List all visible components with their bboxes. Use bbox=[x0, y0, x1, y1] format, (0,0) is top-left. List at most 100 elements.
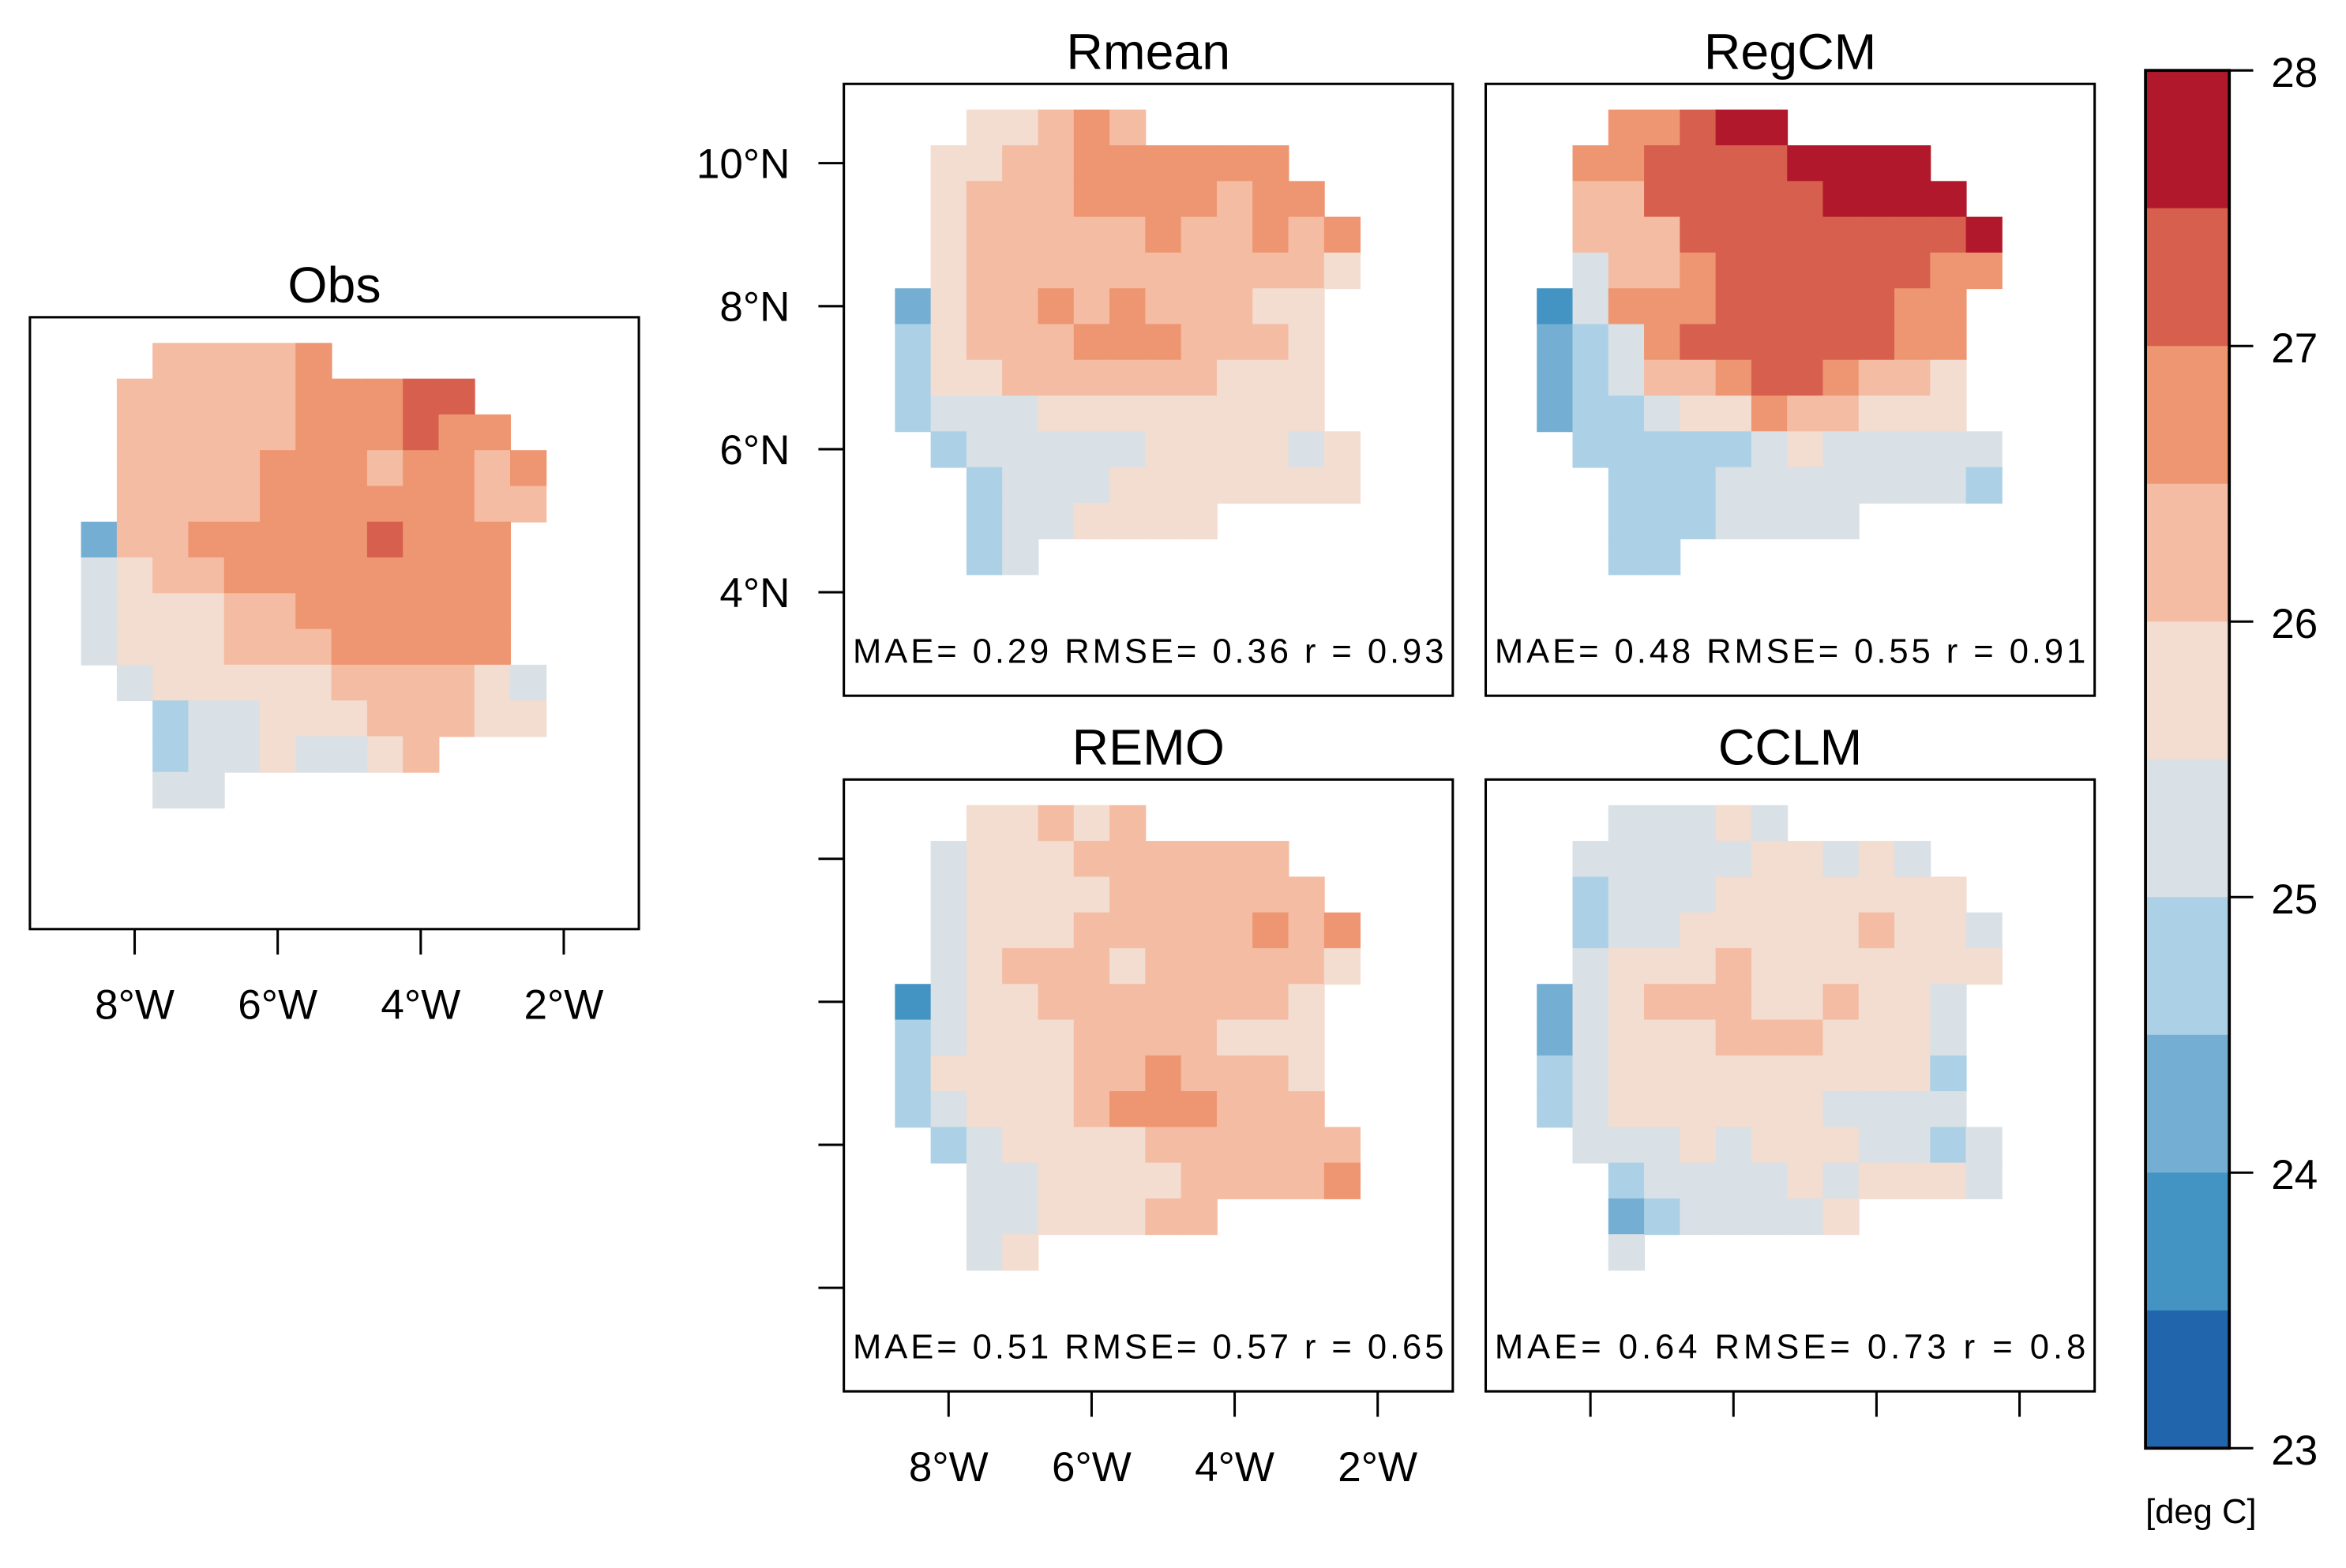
grid-cell bbox=[1073, 109, 1111, 146]
grid-cell bbox=[1288, 1127, 1325, 1164]
grid-cell bbox=[1787, 947, 1824, 985]
grid-cell bbox=[331, 557, 368, 595]
grid-cell bbox=[1288, 467, 1325, 504]
grid-cell bbox=[1608, 912, 1646, 949]
grid-cell bbox=[1751, 216, 1789, 253]
grid-cell bbox=[1930, 1019, 1967, 1056]
grid-cell bbox=[966, 984, 1004, 1021]
panel-title: Obs bbox=[287, 257, 381, 313]
grid-cell bbox=[1894, 396, 1931, 433]
grid-cell bbox=[223, 378, 261, 415]
grid-cell bbox=[1608, 1127, 1646, 1164]
grid-cell bbox=[1073, 216, 1111, 253]
grid-cell bbox=[1787, 912, 1824, 949]
grid-cell bbox=[1822, 912, 1860, 949]
grid-cell bbox=[895, 1055, 932, 1093]
grid-cell bbox=[403, 664, 440, 702]
grid-cell bbox=[1715, 1127, 1752, 1164]
grid-cell bbox=[223, 557, 261, 595]
grid-cell bbox=[1002, 216, 1039, 253]
grid-cell bbox=[1145, 359, 1182, 396]
grid-cell bbox=[1252, 288, 1289, 325]
grid-cell bbox=[1181, 252, 1218, 290]
colorbar-swatch bbox=[2145, 346, 2230, 485]
grid-cell bbox=[1822, 502, 1860, 540]
grid-cell bbox=[1787, 841, 1824, 878]
grid-cell bbox=[1715, 1162, 1752, 1199]
grid-cell bbox=[1680, 805, 1717, 842]
grid-cell bbox=[1002, 109, 1039, 146]
colorbar-swatch bbox=[2145, 897, 2230, 1036]
grid-cell bbox=[1572, 359, 1609, 396]
grid-cell bbox=[1038, 145, 1075, 182]
grid-cell bbox=[1073, 1091, 1111, 1128]
grid-cell bbox=[1930, 912, 1967, 949]
grid-cell bbox=[1252, 216, 1289, 253]
grid-cell bbox=[1822, 467, 1860, 504]
grid-cell bbox=[1181, 181, 1218, 218]
grid-cell bbox=[1002, 1198, 1039, 1236]
grid-cell bbox=[1680, 984, 1717, 1021]
grid-cell bbox=[1894, 216, 1931, 253]
grid-cell bbox=[1930, 1162, 1967, 1199]
grid-cell bbox=[1216, 1019, 1254, 1056]
grid-cell bbox=[1751, 252, 1789, 290]
grid-cell bbox=[1252, 431, 1289, 468]
grid-cell bbox=[1252, 876, 1289, 913]
grid-cell bbox=[1680, 1091, 1717, 1128]
grid-cell bbox=[1608, 359, 1646, 396]
grid-cell bbox=[1608, 947, 1646, 985]
grid-cell bbox=[1537, 1055, 1574, 1093]
grid-cell bbox=[1537, 1019, 1574, 1056]
grid-cell bbox=[1038, 1127, 1075, 1164]
grid-cell bbox=[152, 593, 190, 630]
grid-cell bbox=[1216, 145, 1254, 182]
grid-cell bbox=[1608, 805, 1646, 842]
grid-cell bbox=[1751, 288, 1789, 325]
grid-cell bbox=[1288, 1091, 1325, 1128]
grid-cell bbox=[1965, 252, 2003, 290]
grid-cell bbox=[1608, 145, 1646, 182]
grid-cell bbox=[260, 414, 297, 452]
grid-cell bbox=[260, 521, 297, 558]
grid-cell bbox=[1858, 1127, 1896, 1164]
grid-cell bbox=[1644, 359, 1681, 396]
colorbar-frame bbox=[2144, 69, 2232, 1450]
grid-cell bbox=[1858, 876, 1896, 913]
grid-cell bbox=[1252, 1019, 1289, 1056]
grid-cell bbox=[1644, 396, 1681, 433]
grid-cell bbox=[1073, 288, 1111, 325]
grid-cell bbox=[1715, 288, 1752, 325]
grid-cell bbox=[1715, 324, 1752, 361]
grid-cell bbox=[116, 664, 154, 702]
grid-cell bbox=[188, 664, 225, 702]
grid-cell bbox=[1216, 1055, 1254, 1093]
colorbar-swatch bbox=[2145, 621, 2230, 760]
grid-cell bbox=[1572, 947, 1609, 985]
grid-cell bbox=[1751, 1198, 1789, 1236]
grid-cell bbox=[438, 593, 475, 630]
grid-cell bbox=[1751, 1019, 1789, 1056]
grid-cell bbox=[438, 700, 475, 737]
grid-cell bbox=[1644, 947, 1681, 985]
grid-cell bbox=[1680, 502, 1717, 540]
grid-cell bbox=[1822, 396, 1860, 433]
grid-cell bbox=[1787, 288, 1824, 325]
grid-cell bbox=[1145, 912, 1182, 949]
grid-cell bbox=[1822, 876, 1860, 913]
grid-cell bbox=[1608, 1055, 1646, 1093]
grid-cell bbox=[1109, 467, 1147, 504]
x-tick-label: 6°W bbox=[1052, 1444, 1132, 1491]
grid-cell bbox=[1787, 431, 1824, 468]
grid-cell bbox=[1858, 467, 1896, 504]
grid-cell bbox=[1715, 431, 1752, 468]
grid-cell bbox=[1644, 1019, 1681, 1056]
grid-cell bbox=[930, 252, 967, 290]
grid-cell bbox=[1894, 467, 1931, 504]
grid-cell bbox=[1181, 431, 1218, 468]
grid-cell bbox=[474, 628, 511, 666]
grid-cell bbox=[1002, 145, 1039, 182]
grid-cell bbox=[223, 736, 261, 773]
grid-cell bbox=[930, 984, 967, 1021]
grid-cell bbox=[1822, 324, 1860, 361]
